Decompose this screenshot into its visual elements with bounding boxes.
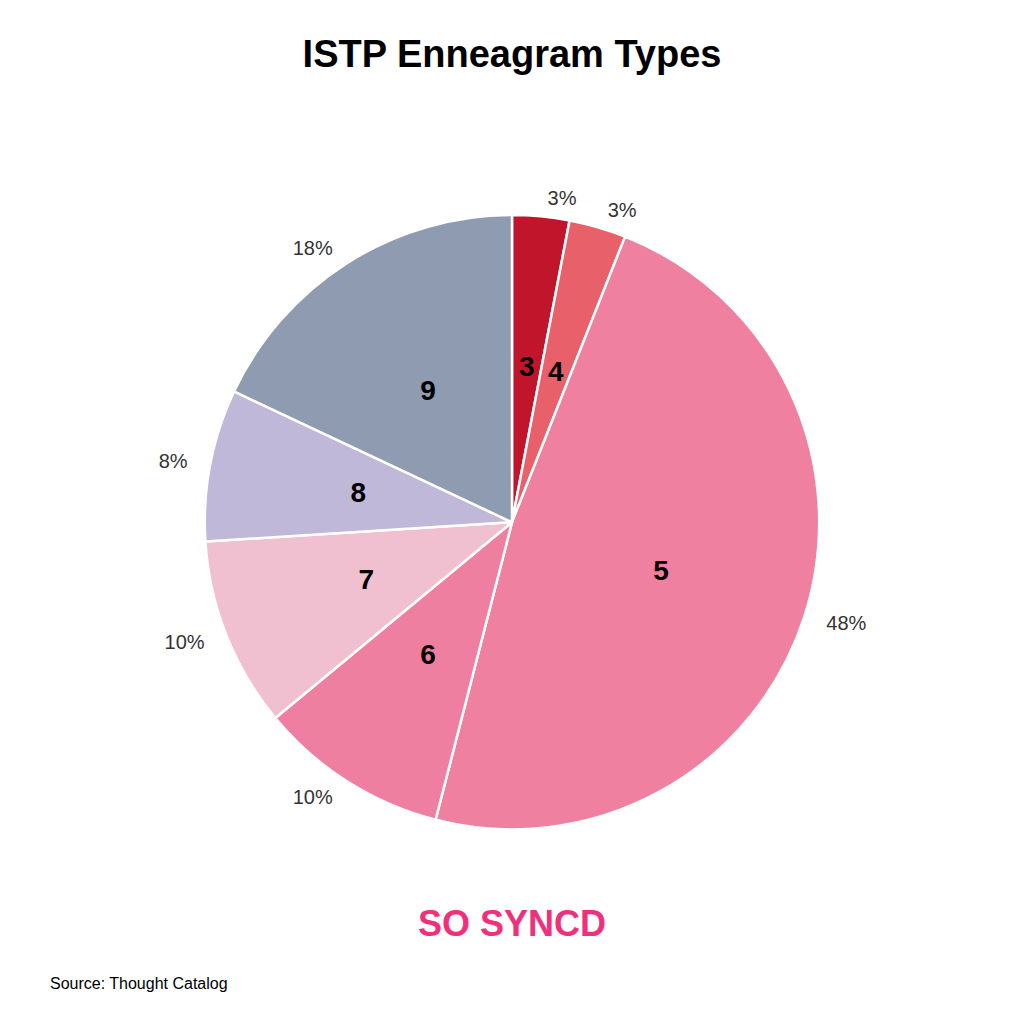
svg-text:9: 9 <box>420 375 436 406</box>
svg-text:7: 7 <box>359 564 375 595</box>
svg-text:ISTP Enneagram Types: ISTP Enneagram Types <box>303 33 722 75</box>
svg-text:8%: 8% <box>159 450 188 472</box>
svg-text:10%: 10% <box>293 786 333 808</box>
svg-text:4: 4 <box>548 356 564 387</box>
svg-text:3: 3 <box>519 351 535 382</box>
svg-text:8: 8 <box>350 477 366 508</box>
svg-text:18%: 18% <box>293 237 333 259</box>
svg-text:6: 6 <box>420 639 436 670</box>
svg-text:3%: 3% <box>548 187 577 209</box>
svg-text:3%: 3% <box>608 199 637 221</box>
svg-text:5: 5 <box>653 555 669 586</box>
svg-text:SO SYNCD: SO SYNCD <box>418 903 606 944</box>
svg-text:48%: 48% <box>826 612 866 634</box>
svg-text:10%: 10% <box>165 631 205 653</box>
svg-text:Source: Thought Catalog: Source: Thought Catalog <box>50 975 228 992</box>
